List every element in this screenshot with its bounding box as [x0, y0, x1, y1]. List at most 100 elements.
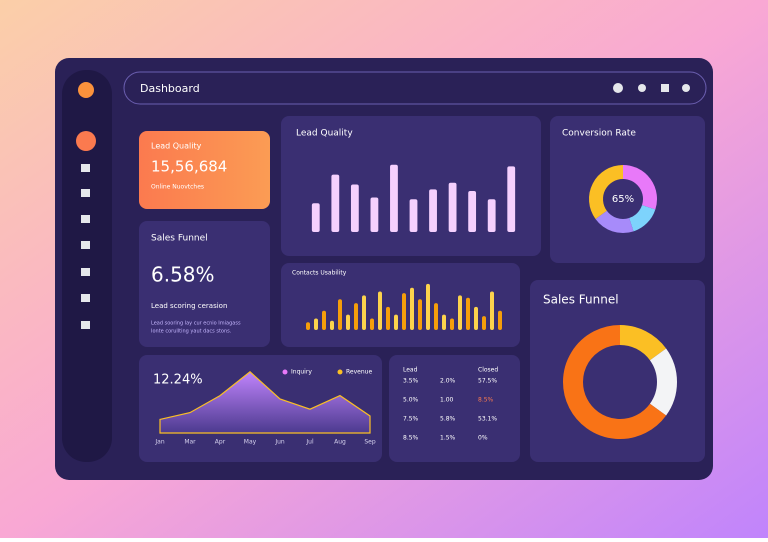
x-tick-label: Jul [305, 439, 314, 446]
bar [498, 310, 502, 330]
bar [370, 197, 379, 232]
bar [507, 166, 516, 232]
bar [468, 191, 477, 232]
x-tick-label: Mar [184, 439, 196, 446]
bar [394, 314, 398, 330]
kpi-note: Ionte corullting yaut dacs stons. [151, 329, 232, 335]
x-tick-label: Aug [334, 439, 346, 446]
logo [78, 82, 94, 98]
donut-segment [628, 204, 656, 232]
table-cell: 5.0% [403, 397, 419, 404]
table-cell: 57.5% [478, 378, 497, 385]
table-card [389, 355, 520, 462]
x-tick-label: May [244, 439, 257, 446]
bar [330, 320, 334, 330]
kpi-title: Lead Quality [151, 142, 202, 151]
bell-icon[interactable] [682, 84, 690, 92]
bar [490, 291, 494, 330]
card-title: 12.24% [153, 373, 203, 388]
legend-swatch [282, 369, 288, 375]
bar [386, 306, 390, 330]
bar [378, 291, 382, 330]
donut-segment [649, 348, 677, 416]
donut-segment [589, 165, 624, 219]
table-cell: 3.5% [403, 378, 419, 385]
kpi-value: 15,56,684 [151, 158, 227, 176]
bar [409, 199, 418, 232]
kpi-caption: Online Nuovtches [151, 184, 204, 191]
donut-segment [619, 325, 667, 361]
x-tick-label: Sep [364, 439, 376, 446]
area [159, 371, 371, 434]
bar [429, 189, 437, 232]
bar [346, 314, 350, 330]
card-title: Contacts Usability [292, 270, 347, 277]
bar [434, 303, 438, 330]
table-cell: 1.5% [440, 435, 456, 442]
nav-inbox[interactable] [81, 241, 90, 249]
nav-active[interactable] [76, 131, 96, 151]
bar [410, 287, 414, 330]
table-cell: 8.5% [478, 397, 494, 404]
x-tick-label: Jun [274, 439, 285, 446]
x-tick-label: Jan [154, 439, 164, 446]
kpi-card [139, 131, 270, 209]
donut-segment [622, 165, 657, 210]
table-cell: 2.0% [440, 378, 456, 385]
bar [362, 295, 366, 330]
nav-building[interactable] [81, 294, 90, 302]
donut-center: 65% [612, 194, 634, 205]
sidebar [62, 70, 112, 462]
bar [466, 297, 470, 330]
legend-swatch [337, 369, 343, 375]
bar [450, 318, 454, 330]
header-title: Dashboard [140, 82, 200, 95]
kpi-note: Lead sooring lay cur ecnio Imiagass [151, 321, 241, 327]
bar [448, 182, 457, 232]
settings-icon[interactable] [638, 84, 646, 92]
nav-icons [81, 164, 90, 329]
card-title: Conversion Rate [562, 129, 636, 139]
bar [306, 322, 310, 330]
bar [338, 299, 342, 330]
nav-settings[interactable] [81, 321, 90, 329]
bar [331, 174, 340, 232]
bar [390, 164, 398, 232]
bar [418, 299, 422, 330]
bar [487, 199, 496, 232]
x-tick-label: Apr [215, 439, 226, 446]
table-cell: 1.00 [440, 397, 454, 404]
avatar[interactable] [613, 83, 623, 93]
kpi-title: Sales Funnel [151, 234, 208, 244]
card-title: Sales Funnel [543, 293, 619, 307]
kpi-caption: Lead scoring cerasion [151, 302, 227, 310]
table-cell: 5.8% [440, 416, 456, 423]
nav-table[interactable] [81, 215, 90, 223]
bar [370, 318, 374, 330]
nav-home[interactable] [81, 164, 90, 172]
donut-segment [595, 210, 634, 233]
table-header: Closed [478, 367, 498, 374]
bar [350, 184, 359, 232]
bar [426, 283, 430, 330]
kpi-card [139, 221, 270, 347]
nav-users[interactable] [81, 268, 90, 276]
table-cell: 0% [478, 435, 488, 442]
bar [482, 316, 486, 330]
bar [442, 314, 446, 330]
card-title: Lead Quality [296, 129, 353, 139]
nav-reports[interactable] [81, 189, 90, 197]
donut-card [550, 116, 705, 263]
bar [474, 306, 478, 330]
table-cell: 53.1% [478, 416, 497, 423]
bar [314, 318, 318, 330]
table-cell: 8.5% [403, 435, 419, 442]
bar [322, 310, 326, 330]
header-bar [123, 71, 707, 105]
table-header: Lead [403, 367, 418, 374]
mail-icon[interactable] [661, 84, 669, 92]
table-cell: 7.5% [403, 416, 419, 423]
bar [402, 293, 406, 330]
donut-segment [563, 325, 667, 439]
